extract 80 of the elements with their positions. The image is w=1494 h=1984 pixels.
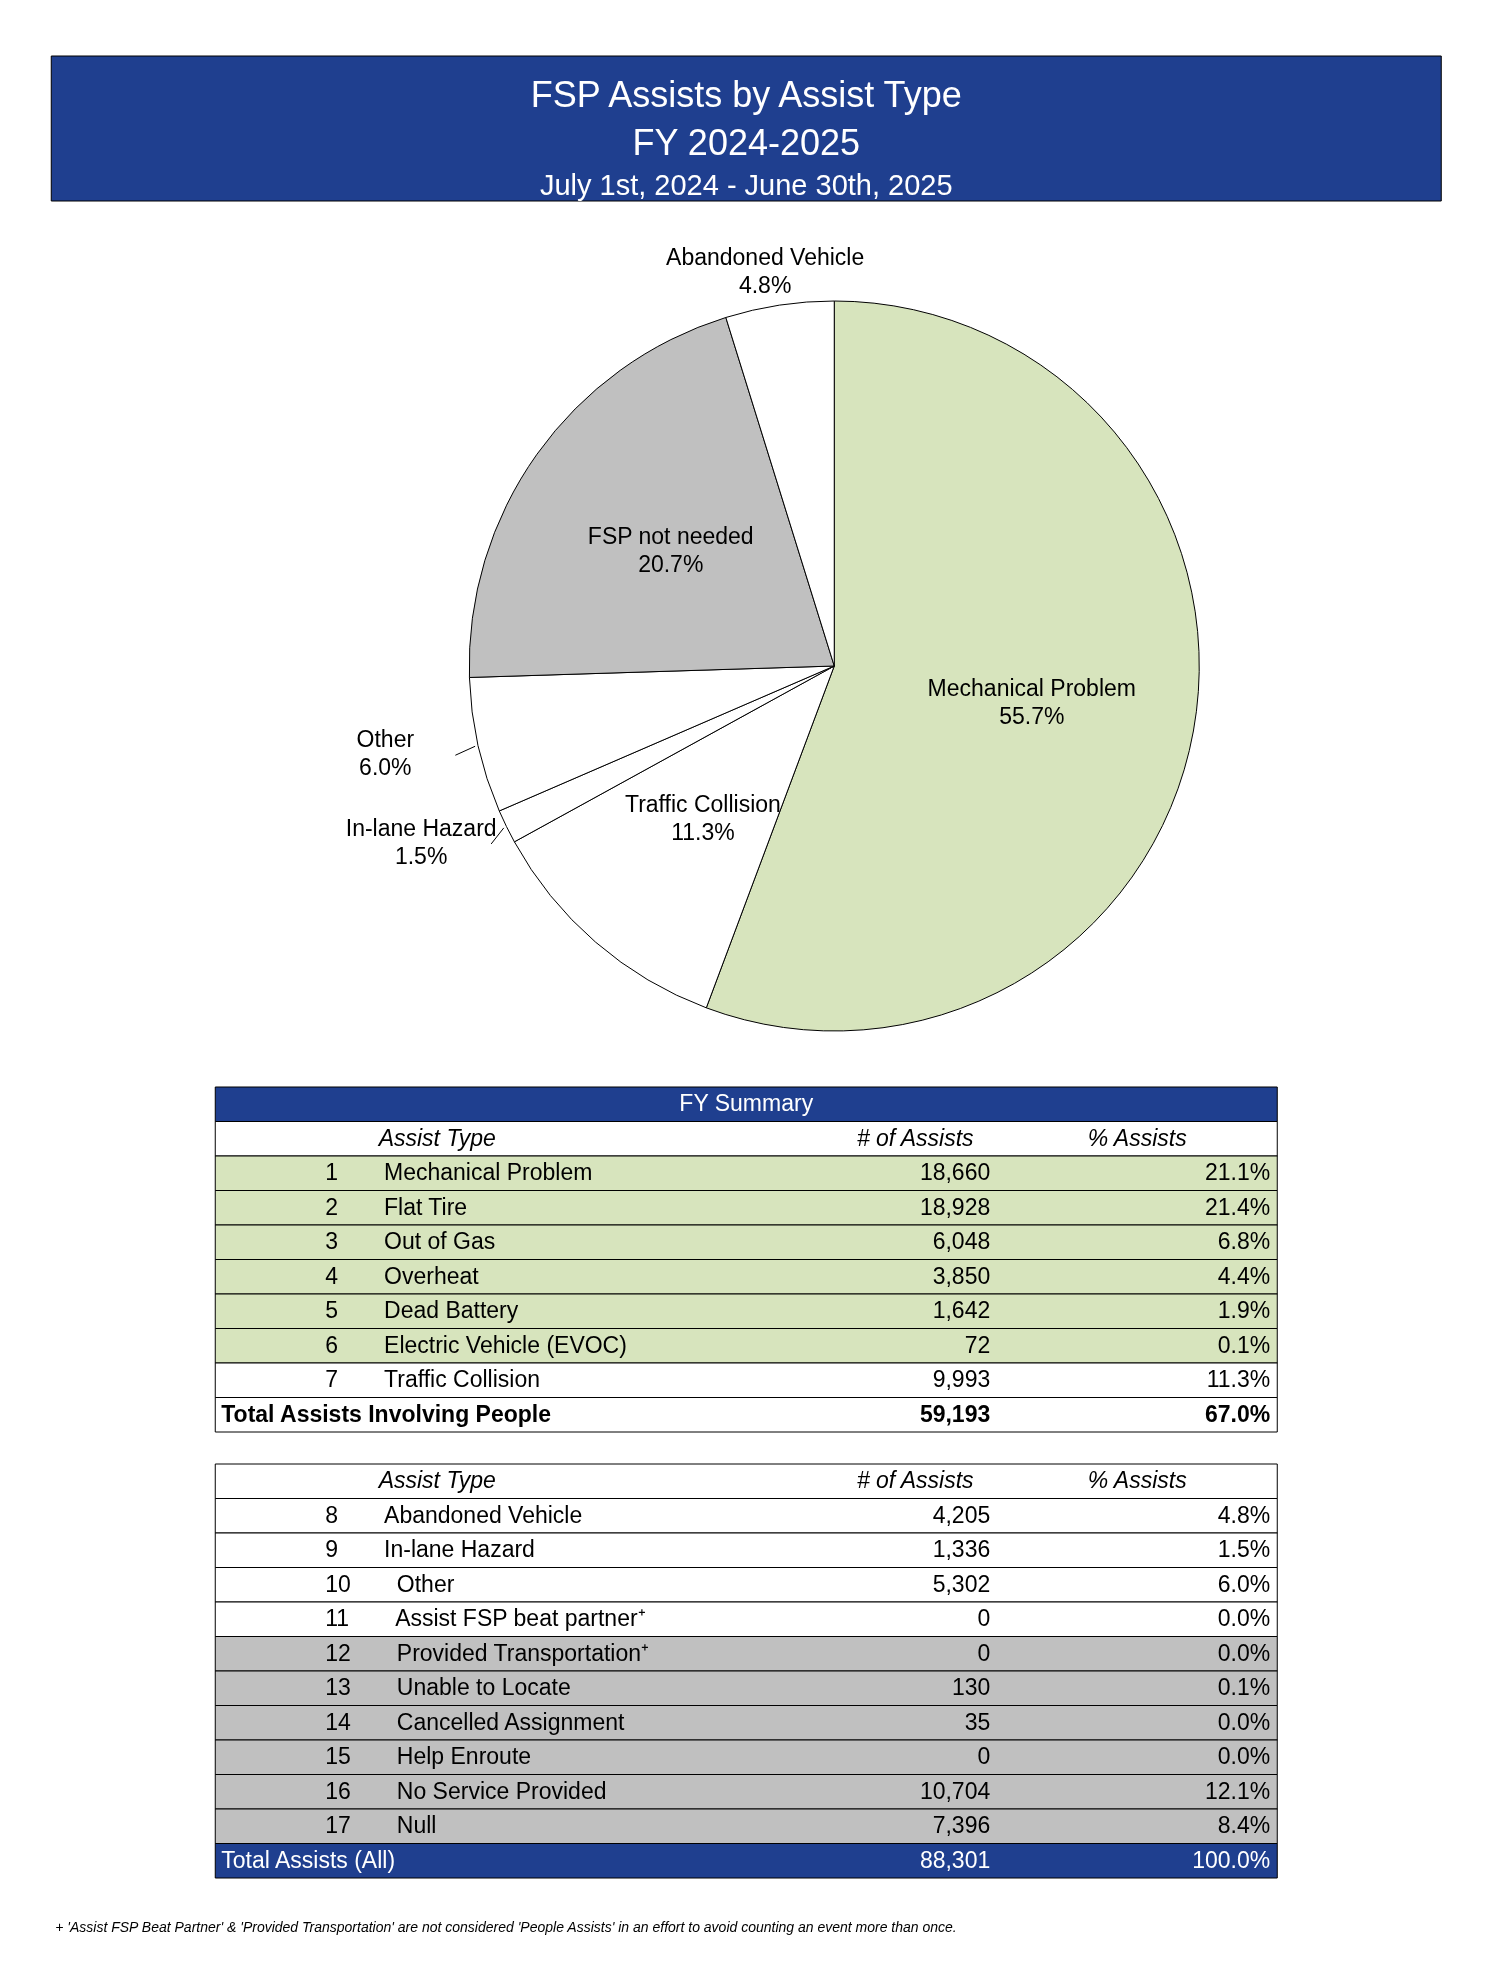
text: 18,660 — [919, 1159, 991, 1186]
text: 17 Null — [325, 1812, 437, 1839]
text: 0.1% — [1217, 1331, 1271, 1358]
text: + 'Assist FSP Beat Partner' & 'Provided Transportation' are not considered 'People Assists' in an effort to avoid counting an event more than once. — [55, 1919, 957, 1935]
text: 0.0% — [1217, 1605, 1271, 1632]
text: 67.0% — [1205, 1400, 1271, 1427]
text: 15 Help Enroute — [325, 1743, 532, 1770]
slice-label: Abandoned Vehicle — [666, 243, 865, 270]
text: 59,193 — [919, 1400, 991, 1427]
text: 0.0% — [1217, 1743, 1271, 1770]
text: 3,850 — [932, 1262, 991, 1289]
text: 4.4% — [1217, 1262, 1271, 1289]
text: 1.5% — [1217, 1536, 1271, 1563]
text: 10 Other — [325, 1570, 455, 1597]
chart-title: FSP Assists by Assist Type — [530, 74, 962, 115]
text: 100.0% — [1192, 1846, 1271, 1873]
text: 7,396 — [932, 1812, 991, 1839]
text: 72 — [964, 1331, 991, 1358]
text: Total Assists (All) — [221, 1846, 396, 1873]
data-label: 6.0% — [359, 754, 412, 781]
text: 0 — [977, 1639, 991, 1666]
text: 1,642 — [932, 1297, 991, 1324]
text: 6.8% — [1217, 1228, 1271, 1255]
text: 12 Provided Transportation⁺ — [325, 1639, 650, 1666]
text: 8 Abandoned Vehicle — [325, 1501, 583, 1528]
text: 7 Traffic Collision — [325, 1366, 540, 1393]
legend-label: Other — [356, 726, 415, 753]
slice-label: Traffic Collision — [624, 790, 781, 817]
text: 11.3% — [1206, 1366, 1271, 1393]
text: 0.0% — [1217, 1708, 1271, 1735]
text: 5,302 — [932, 1570, 991, 1597]
text: 0 — [977, 1605, 991, 1632]
text: 35 — [964, 1708, 991, 1735]
text: 0.0% — [1217, 1639, 1271, 1666]
chart-subtitle: FY 2024-2025 — [632, 122, 861, 163]
data-label: 11.3% — [671, 818, 735, 845]
text: 0 — [977, 1743, 991, 1770]
data-label: 55.7% — [999, 702, 1065, 729]
text: % Assists — [1087, 1467, 1187, 1494]
text: 0.1% — [1217, 1674, 1271, 1701]
data-label: 20.7% — [638, 550, 704, 577]
text: 9,993 — [932, 1366, 991, 1393]
text: 5 Dead Battery — [325, 1297, 519, 1324]
text: 3 Out of Gas — [325, 1228, 496, 1255]
data-label: 4.8% — [738, 271, 792, 298]
text: # of Assists — [856, 1467, 974, 1494]
text: 130 — [951, 1674, 991, 1701]
text: Assist Type — [378, 1124, 496, 1151]
text: FY Summary — [679, 1090, 814, 1117]
text: 4.8% — [1217, 1501, 1271, 1528]
text: July 1st, 2024 - June 30th, 2025 — [539, 169, 953, 201]
text: 16 No Service Provided — [325, 1777, 607, 1804]
text: 6 Electric Vehicle (EVOC) — [325, 1331, 627, 1358]
text: 1.9% — [1217, 1297, 1271, 1324]
text: 18,928 — [919, 1193, 991, 1220]
text: 21.4% — [1205, 1193, 1271, 1220]
text: 12.1% — [1205, 1777, 1271, 1804]
text: Assist Type — [378, 1467, 496, 1494]
text: 13 Unable to Locate — [325, 1674, 571, 1701]
text: % Assists — [1087, 1124, 1187, 1151]
text: 1,336 — [932, 1536, 991, 1563]
slice-label: Mechanical Problem — [927, 674, 1136, 701]
text: 8.4% — [1217, 1812, 1271, 1839]
data-label: 1.5% — [394, 842, 448, 869]
text: 6.0% — [1217, 1570, 1271, 1597]
text: 11 Assist FSP beat partner⁺ — [325, 1605, 646, 1632]
text: 4,205 — [932, 1501, 991, 1528]
text: 14 Cancelled Assignment — [325, 1708, 625, 1735]
text: 2 Flat Tire — [325, 1193, 468, 1220]
text: 21.1% — [1205, 1159, 1271, 1186]
slice-label: In-lane Hazard — [345, 814, 497, 841]
text: 4 Overheat — [325, 1262, 479, 1289]
text: 6,048 — [932, 1228, 991, 1255]
text: 1 Mechanical Problem — [325, 1159, 593, 1186]
slice-label: FSP not needed — [587, 522, 754, 549]
text: # of Assists — [856, 1124, 974, 1151]
text: 10,704 — [919, 1777, 991, 1804]
text: Total Assists Involving People — [221, 1400, 551, 1427]
text: 88,301 — [919, 1846, 991, 1873]
text: 9 In-lane Hazard — [325, 1536, 535, 1563]
